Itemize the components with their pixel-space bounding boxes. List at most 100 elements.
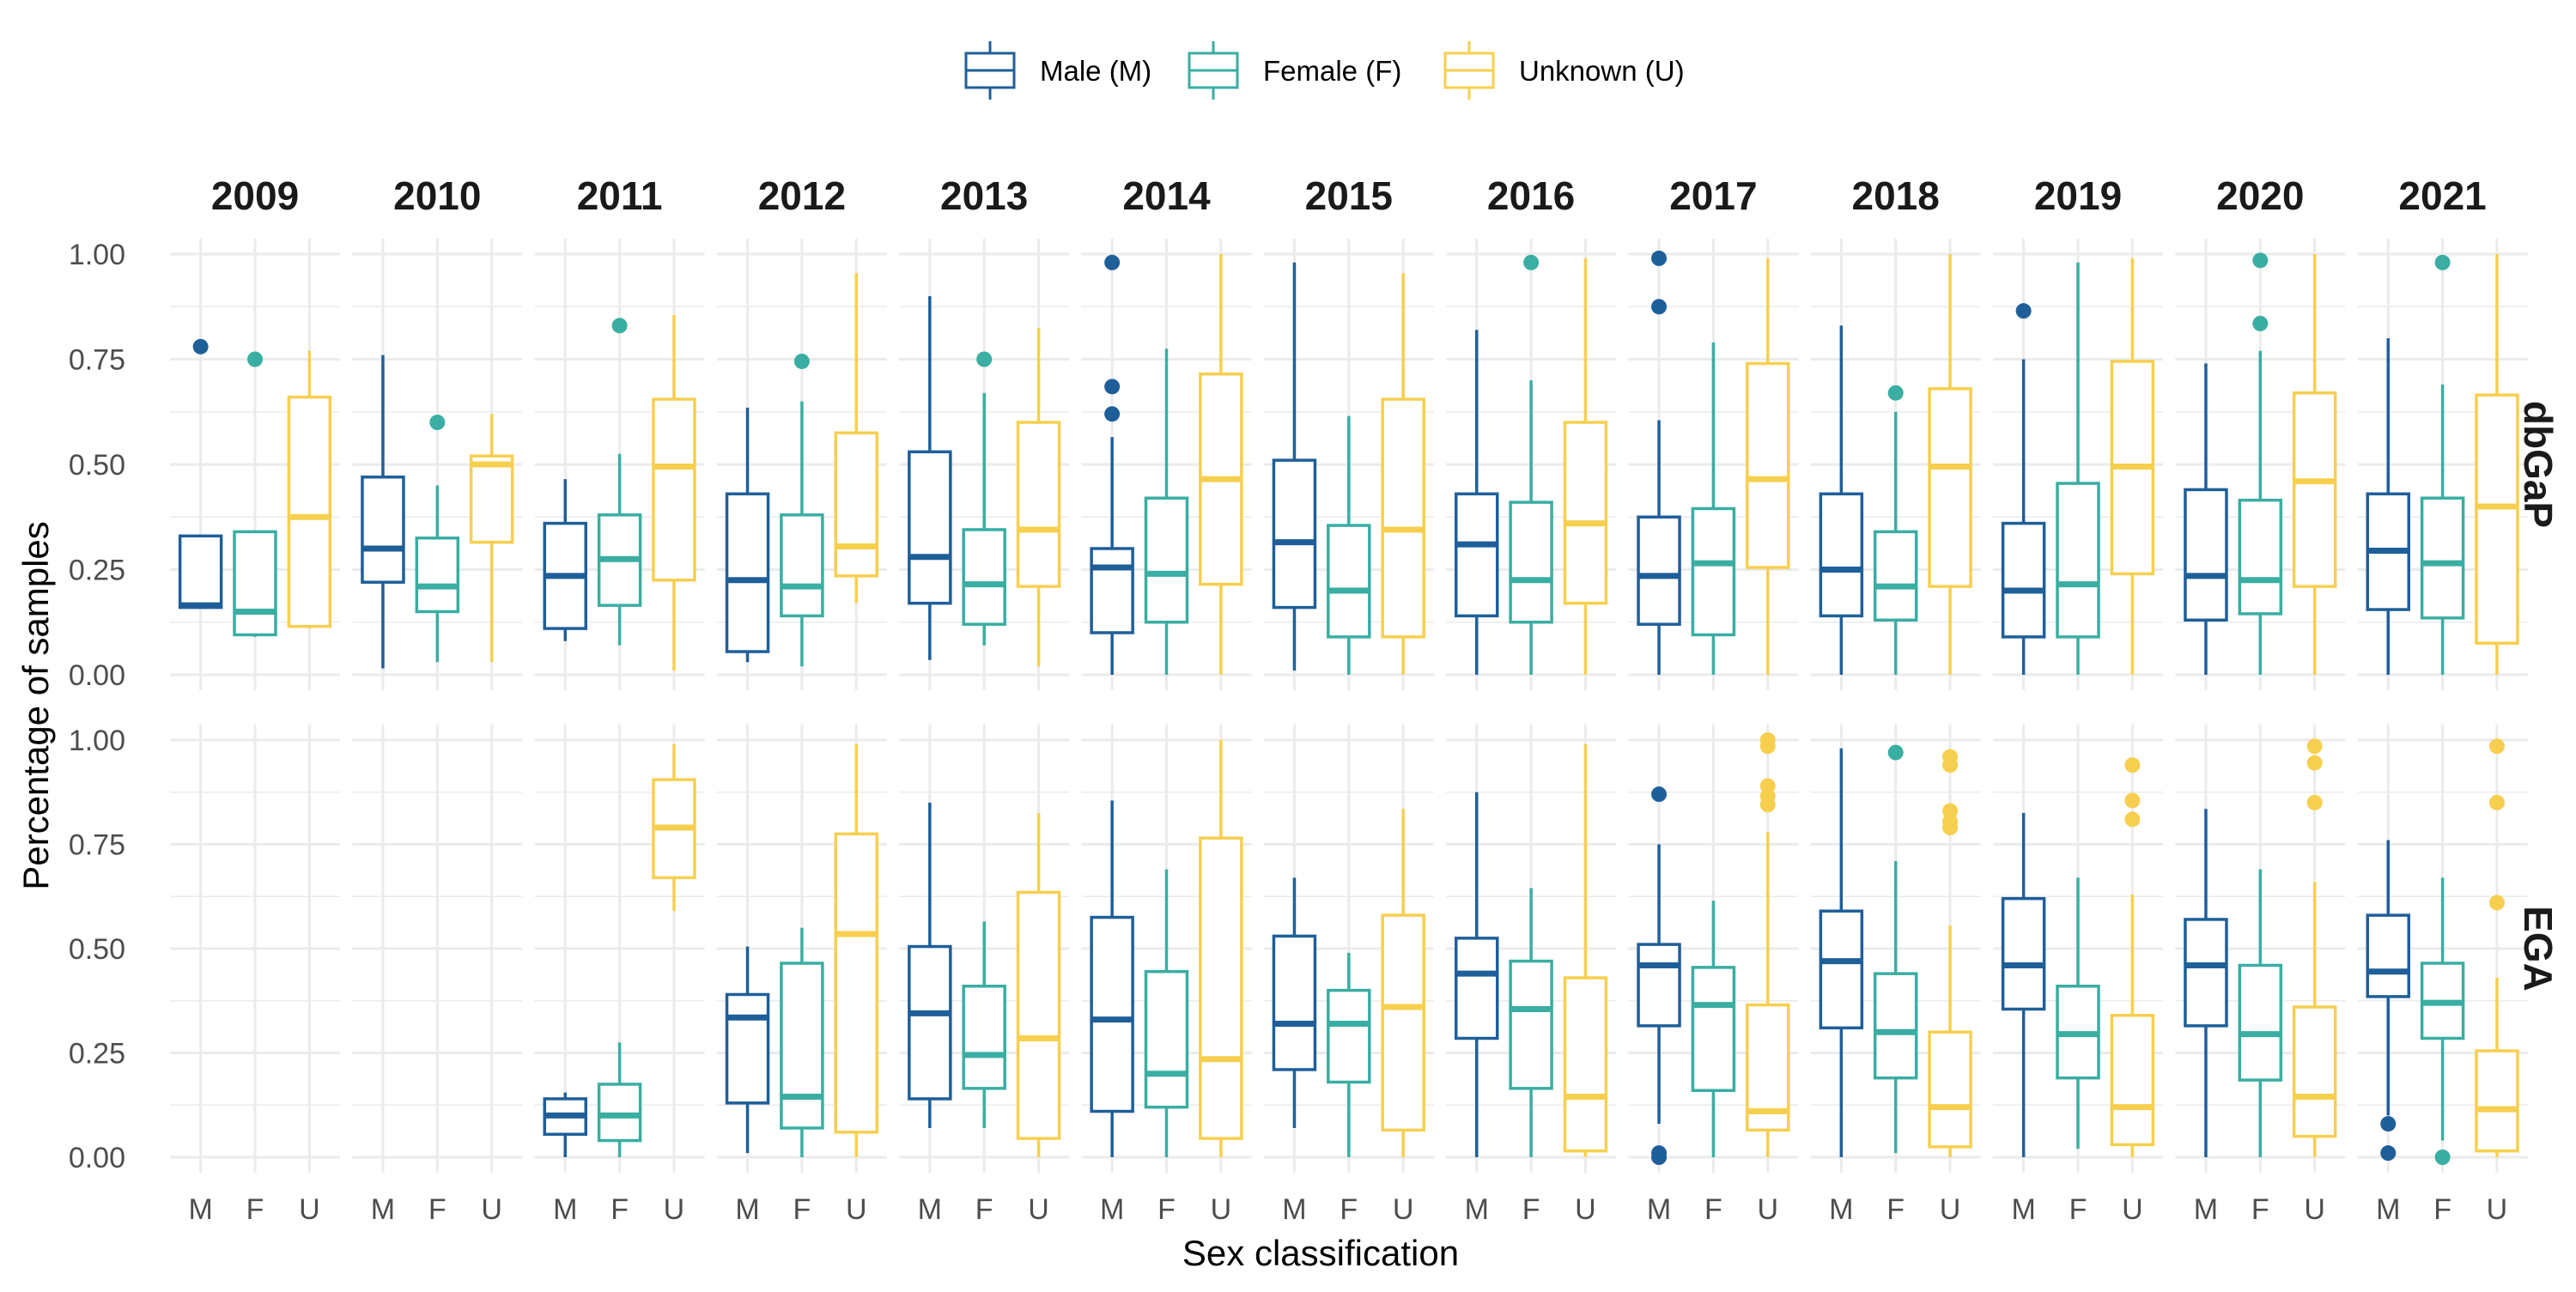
strip-label-year: 2017 [1669,173,1757,218]
box-U [1016,327,1061,667]
x-tick-label: M [188,1193,212,1226]
x-tick-label: M [918,1193,942,1226]
strip-label-year: 2015 [1305,173,1393,218]
x-tick-label: M [371,1193,395,1226]
box-iqr [1691,966,1736,1092]
box-M [2366,840,2410,1162]
box-F [1144,349,1189,675]
y-tick-label: 0.25 [69,1038,125,1071]
plot-panels: 2009 2010 2011 2012 2013 2014 2015 2016 2017 2018… [170,173,2528,1226]
box-F [2238,252,2283,675]
outlier-point [1104,254,1121,270]
box-iqr [1381,913,1425,1132]
x-tick-label: M [2194,1193,2218,1226]
box-iqr [2238,963,2283,1082]
box-iqr [1272,934,1317,1071]
x-tick-label: M [1100,1193,1124,1226]
outlier-point [2434,254,2451,270]
box-iqr [962,528,1006,626]
box-M [1819,748,1864,1157]
x-tick-label: F [1886,1193,1905,1226]
box-iqr [1272,458,1317,610]
box-iqr [1016,890,1061,1140]
x-tick-label: M [2011,1193,2035,1226]
box-M [725,946,770,1154]
box-iqr [908,450,952,605]
box-F [780,927,824,1157]
box-U [2292,254,2337,675]
outlier-point [2124,792,2141,809]
box-iqr [2110,1014,2155,1147]
box-M [543,479,587,641]
outlier-point [611,318,628,334]
outlier-point [1651,786,1668,803]
outlier-point [1523,254,1540,270]
box-U [1746,258,1790,675]
box-F [1144,869,1189,1157]
box-iqr [1746,361,1790,569]
box-M [725,407,770,663]
x-tick-label: M [1465,1193,1489,1226]
box-iqr [834,832,879,1134]
box-U [2475,254,2519,675]
box-M [1090,800,1134,1157]
strip-label-year: 2013 [940,173,1028,218]
y-tick-label: 1.00 [69,725,125,757]
box-U [2110,258,2155,675]
box-F [2420,254,2465,675]
outlier-point [793,353,810,369]
box-iqr [1509,959,1553,1090]
box-iqr [1928,1030,1972,1149]
panel-dbGaP-2018: 2018 [1810,173,1981,690]
box-M [2001,303,2046,675]
y-axis-title: Percentage of samples [15,521,56,890]
y-tick-label: 1.00 [69,239,125,271]
panel-dbGaP-2013: 2013 [899,173,1070,690]
x-tick-label: U [2304,1193,2325,1226]
box-iqr [415,537,460,614]
box-M [361,355,405,669]
box-U [652,315,696,671]
outlier-point [2306,738,2323,755]
box-U [469,414,514,663]
facet-label: EGA [2516,906,2561,992]
x-tick-label: F [2433,1193,2451,1226]
strip-label-year: 2014 [1122,173,1211,218]
box-F [2056,877,2100,1149]
panel-dbGaP-2019: 2019 [1993,173,2163,690]
box-U [1746,732,1790,1157]
box-M [1454,792,1499,1157]
x-tick-label: F [975,1193,993,1226]
x-tick-label: M [1647,1193,1671,1226]
box-iqr [1691,506,1736,637]
box-M [2366,338,2410,675]
box-U [2475,738,2519,1157]
strip-label-year: 2019 [2034,173,2122,218]
box-iqr [652,397,696,582]
box-iqr [1454,937,1499,1040]
box-U [1563,743,1608,1157]
box-U [1563,258,1608,675]
box-F [597,318,642,646]
x-tick-label: U [1393,1193,1414,1226]
x-tick-label: F [611,1193,629,1226]
panel-dbGaP-2009: 2009 [170,173,340,690]
box-U [1199,740,1243,1157]
outlier-point [192,338,209,355]
y-tick-label: 0.00 [69,659,125,692]
outlier-point [1651,250,1668,266]
box-iqr [2184,488,2228,622]
box-iqr [2184,918,2228,1028]
box-U [1016,813,1061,1157]
x-tick-label: U [664,1193,685,1226]
strip-label-year: 2018 [1852,173,1940,218]
box-U [1928,749,1972,1157]
